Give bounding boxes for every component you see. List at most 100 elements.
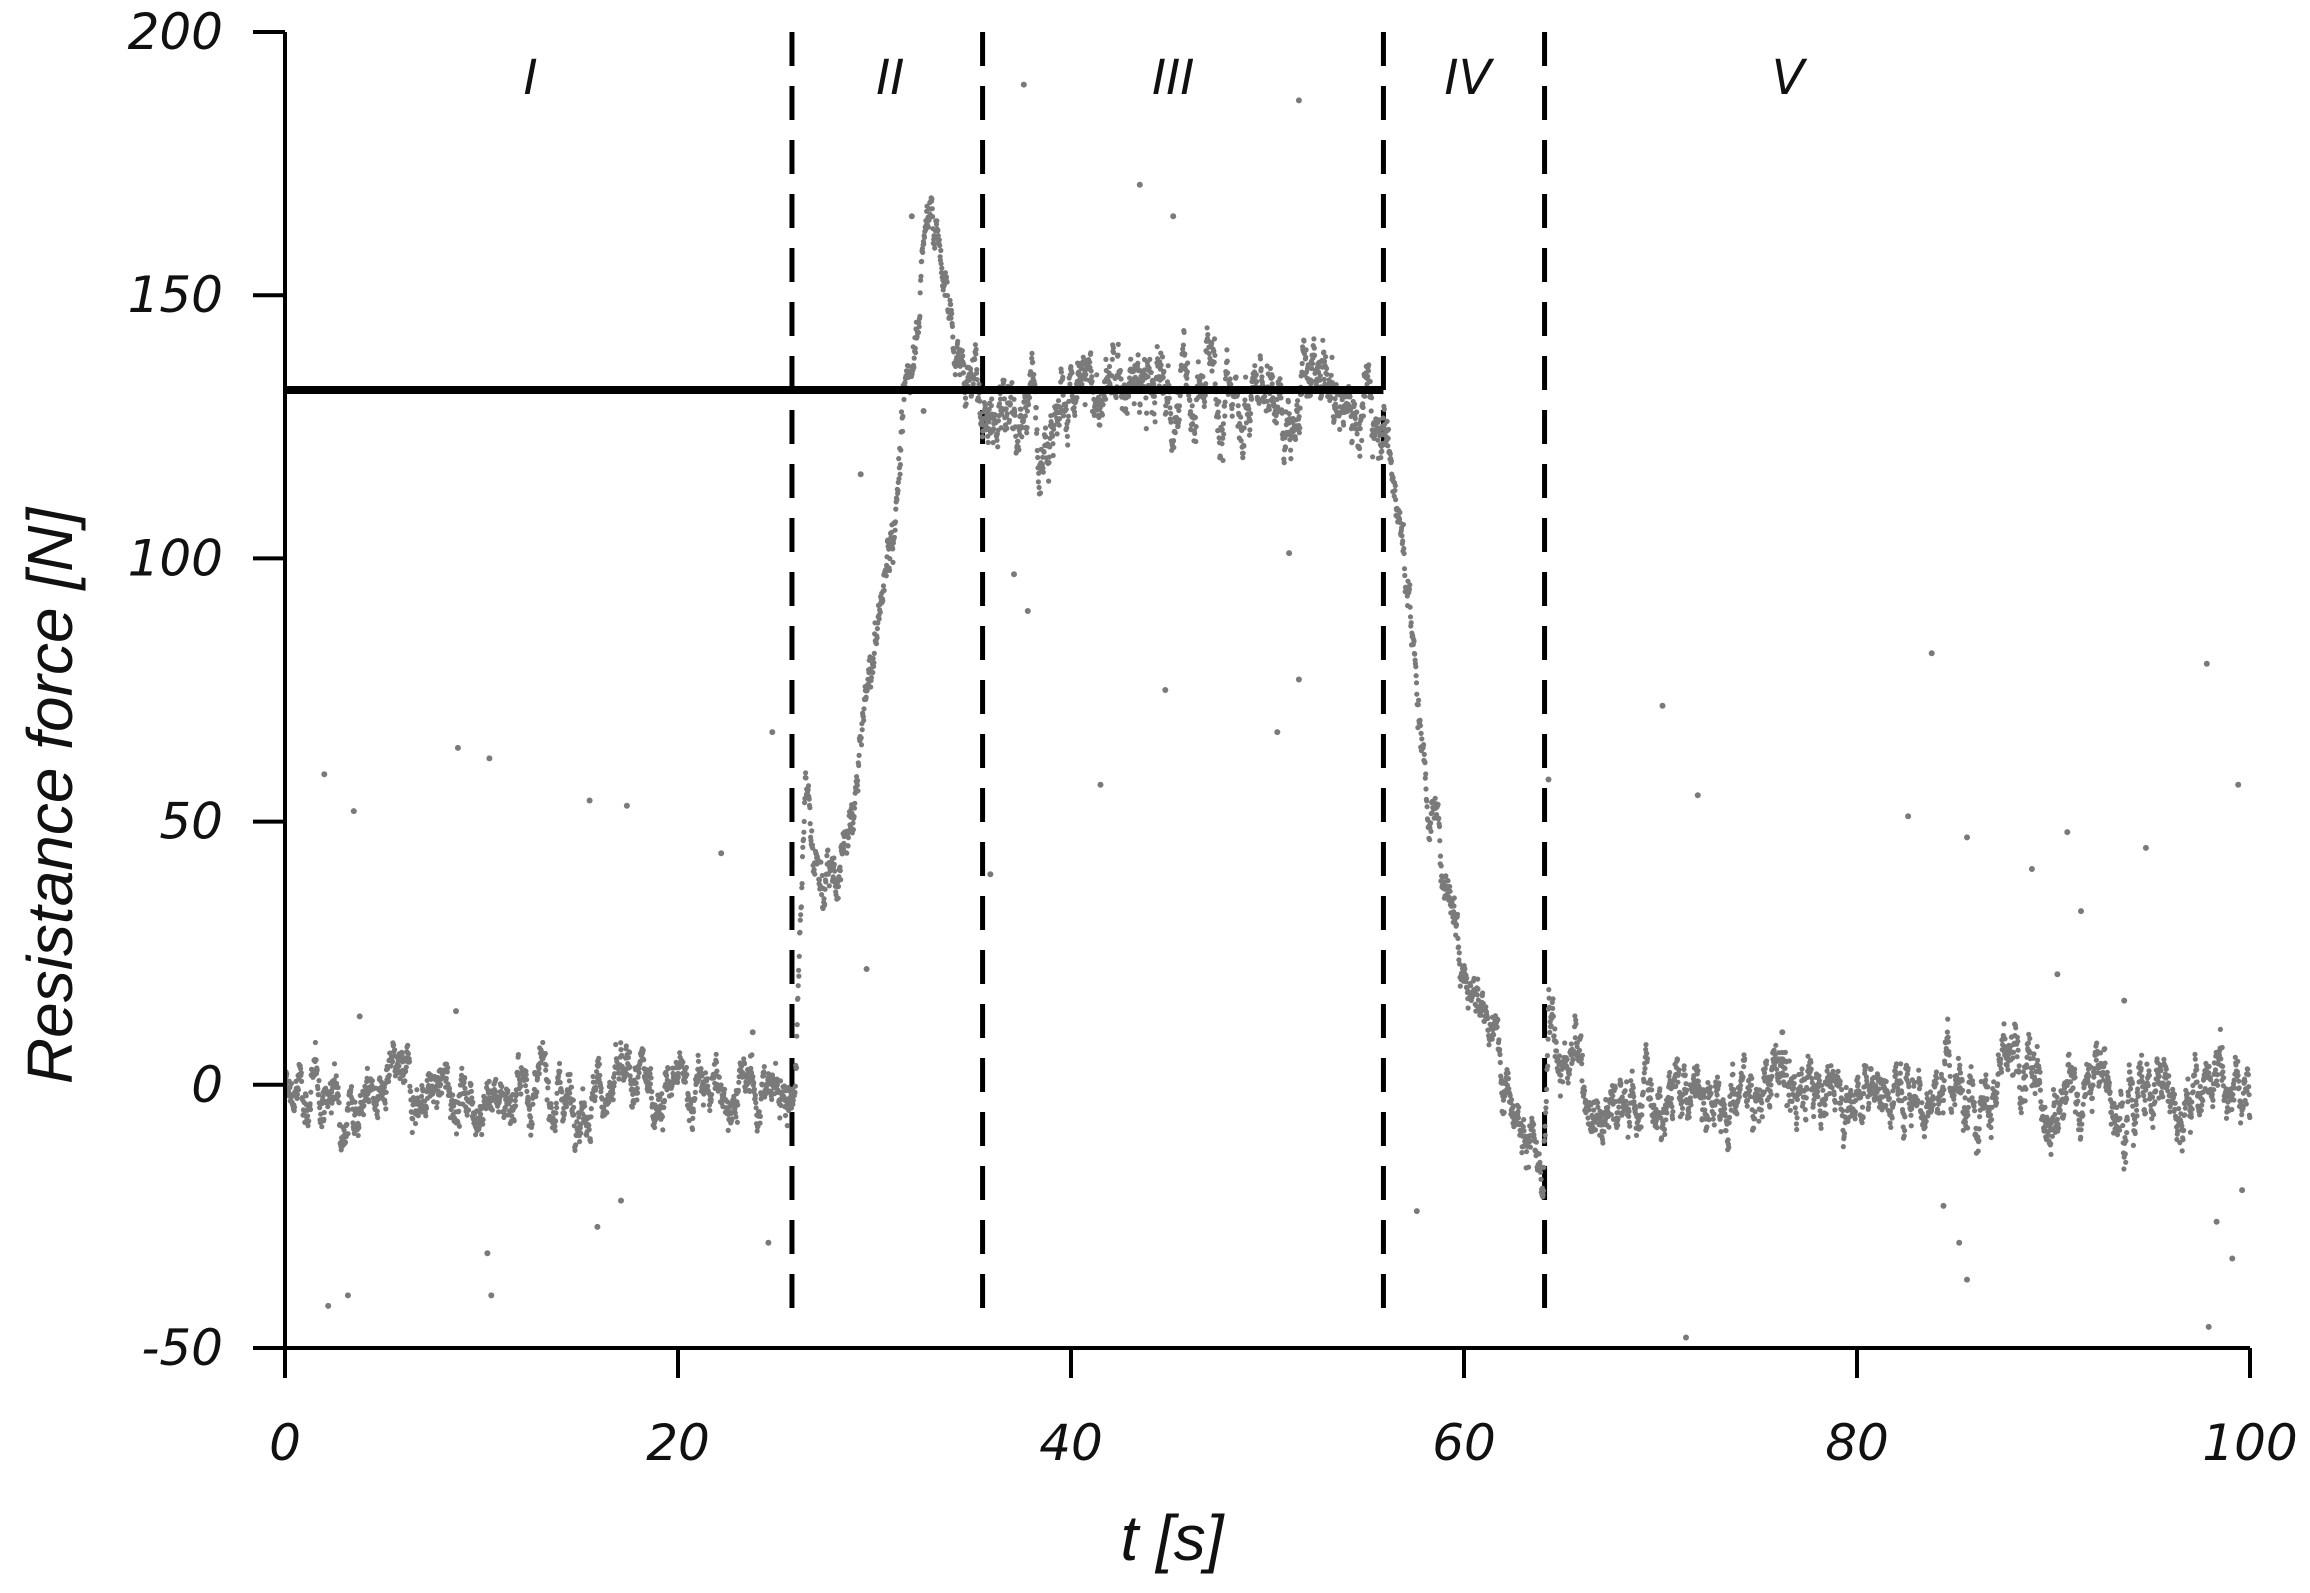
- data-point: [466, 1107, 472, 1113]
- data-point: [616, 1076, 622, 1082]
- data-point: [977, 398, 983, 404]
- data-point: [913, 350, 919, 356]
- data-point: [781, 1083, 788, 1089]
- data-point: [1971, 1099, 1977, 1106]
- data-point: [1855, 1074, 1861, 1080]
- data-point: [1242, 397, 1248, 403]
- data-point: [1615, 1115, 1621, 1122]
- data-point: [1543, 1098, 1549, 1105]
- data-point: [2018, 1110, 2024, 1116]
- data-point: [451, 1103, 457, 1109]
- data-point: [489, 1107, 495, 1113]
- data-point: [1802, 1107, 1808, 1113]
- data-point: [1167, 405, 1173, 411]
- data-point: [660, 1127, 666, 1133]
- data-point: [1468, 983, 1474, 989]
- data-point: [844, 850, 850, 856]
- data-point: [568, 1084, 575, 1090]
- data-point: [798, 904, 805, 910]
- data-point: [1475, 986, 1481, 992]
- data-point: [1906, 1084, 1912, 1090]
- data-point: [1839, 1087, 1845, 1093]
- data-point: [1209, 368, 1215, 374]
- data-point: [434, 1104, 440, 1111]
- data-point: [995, 418, 1002, 424]
- data-point: [902, 379, 908, 385]
- data-point: [2037, 1080, 2043, 1086]
- data-point: [854, 774, 860, 780]
- data-point: [1550, 1005, 1556, 1012]
- data-point: [1031, 371, 1037, 378]
- data-point: [949, 311, 955, 317]
- data-point: [1985, 1084, 1991, 1090]
- data-point: [1221, 431, 1227, 437]
- data-point: [973, 346, 979, 352]
- data-point: [1057, 404, 1063, 411]
- data-point: [1019, 425, 1025, 431]
- data-point: [811, 867, 817, 873]
- data-point: [319, 1124, 325, 1130]
- data-point: [636, 1070, 642, 1076]
- data-point: [2034, 1043, 2040, 1050]
- data-point: [801, 829, 807, 835]
- data-point: [1581, 1088, 1588, 1094]
- data-point: [1595, 1100, 1601, 1106]
- data-point: [845, 843, 851, 849]
- data-point: [1051, 422, 1057, 428]
- data-point: [588, 1106, 594, 1112]
- data-point: [1357, 426, 1363, 432]
- data-point: [1074, 395, 1080, 401]
- data-point: [1436, 823, 1443, 830]
- data-point: [995, 444, 1001, 450]
- data-point: [1688, 1102, 1694, 1108]
- data-point: [635, 1090, 641, 1096]
- data-point: [1820, 1087, 1826, 1093]
- data-point: [1976, 1126, 1982, 1132]
- data-point: [1941, 1087, 1947, 1093]
- data-point: [1447, 883, 1453, 890]
- data-point: [1889, 1115, 1895, 1121]
- data-point: [493, 1076, 499, 1082]
- data-point: [1135, 352, 1141, 358]
- data-point: [557, 1068, 563, 1074]
- data-point: [661, 1104, 667, 1111]
- data-point: [1497, 1051, 1503, 1058]
- data-point: [321, 1116, 327, 1122]
- data-point: [1841, 1130, 1848, 1136]
- data-point: [1212, 352, 1218, 358]
- data-point: [1859, 1120, 1865, 1126]
- data-point: [1965, 1125, 1971, 1131]
- data-point: [1983, 1077, 1989, 1083]
- data-point: [861, 717, 867, 724]
- data-point: [825, 847, 831, 853]
- data-point: [1288, 456, 1294, 462]
- data-point: [1526, 1164, 1532, 1170]
- data-point: [320, 1094, 326, 1100]
- data-point: [486, 1078, 492, 1084]
- data-point: [1407, 604, 1413, 610]
- data-point: [553, 1118, 559, 1124]
- data-point: [548, 1101, 554, 1107]
- data-point: [1759, 1100, 1765, 1106]
- data-point: [1124, 410, 1130, 416]
- data-point: [1759, 1114, 1765, 1120]
- data-point: [1947, 1073, 1953, 1079]
- data-point: [1501, 1109, 1507, 1116]
- data-point: [713, 1059, 720, 1065]
- data-point: [307, 1101, 313, 1107]
- data-point: [1898, 1061, 1904, 1067]
- data-point: [705, 1083, 711, 1089]
- data-point: [944, 293, 951, 299]
- data-point: [1808, 1059, 1814, 1065]
- data-point: [1080, 354, 1086, 360]
- data-point: [1060, 413, 1067, 419]
- data-point: [1998, 1069, 2005, 1075]
- data-point: [1299, 360, 1305, 367]
- data-point: [1654, 1125, 1660, 1131]
- data-point: [1137, 402, 1143, 408]
- data-point: [1246, 432, 1253, 438]
- data-point: [361, 1103, 367, 1109]
- data-point: [1486, 1042, 1492, 1048]
- data-point: [1247, 418, 1253, 424]
- data-point: [1540, 1188, 1547, 1194]
